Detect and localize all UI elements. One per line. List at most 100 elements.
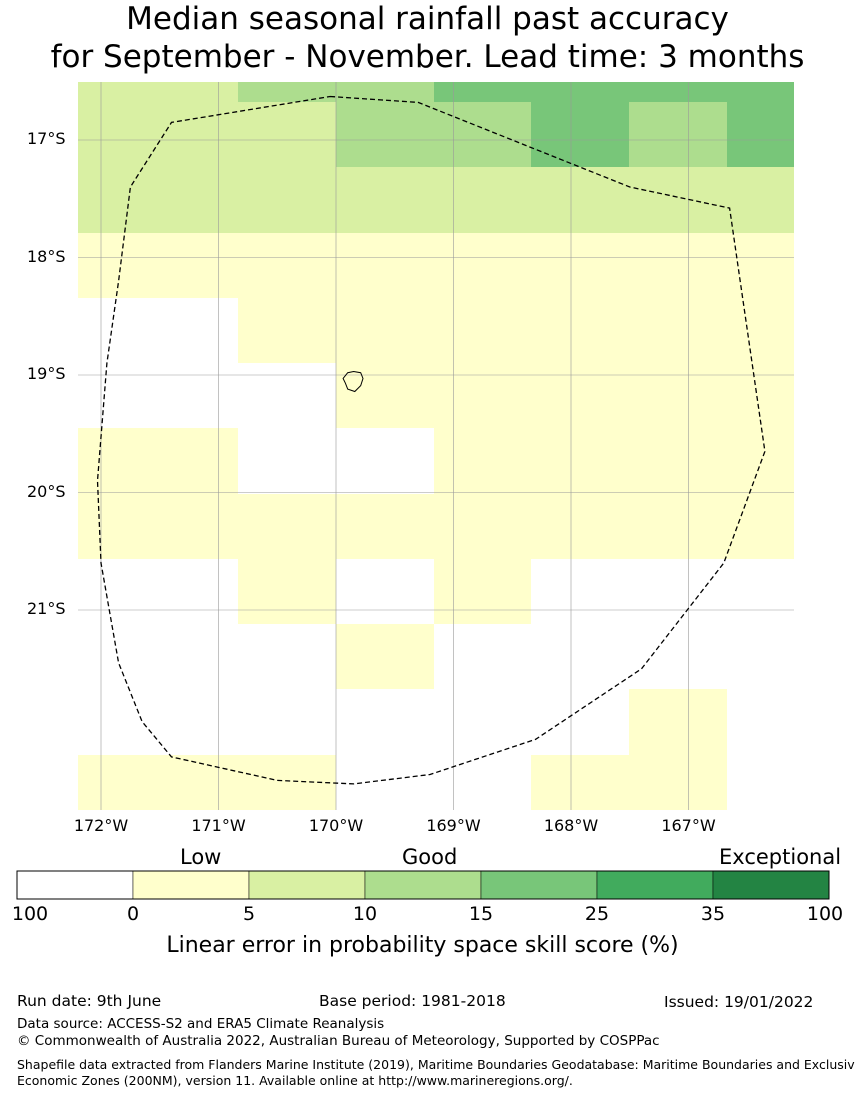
base-period: Base period: 1981-2018 bbox=[319, 992, 506, 1010]
skill-cell bbox=[78, 82, 140, 102]
colorbar-swatch bbox=[364, 870, 482, 900]
skill-cell bbox=[629, 233, 727, 298]
skill-cell bbox=[727, 233, 794, 298]
longitude-label: 171°W bbox=[191, 816, 246, 835]
longitude-label: 169°W bbox=[426, 816, 481, 835]
colorbar-tick-label: 15 bbox=[468, 903, 494, 925]
colorbar-tick-label: 0 bbox=[126, 903, 140, 925]
skill-cell bbox=[336, 233, 434, 298]
island-outline bbox=[342, 370, 364, 393]
skill-cells bbox=[78, 82, 794, 810]
skill-cell bbox=[336, 102, 434, 167]
skill-cell bbox=[434, 363, 531, 428]
skill-cell bbox=[629, 689, 727, 755]
latitude-label: 17°S bbox=[27, 129, 66, 148]
skill-cell bbox=[336, 82, 434, 102]
skill-cell bbox=[336, 494, 434, 559]
colorbar-category-good: Good bbox=[402, 845, 458, 869]
skill-cell bbox=[531, 82, 629, 102]
colorbar-swatch bbox=[596, 870, 714, 900]
skill-cell bbox=[531, 363, 629, 428]
title-line-1: Median seasonal rainfall past accuracy bbox=[126, 1, 729, 37]
latitude-label: 21°S bbox=[27, 599, 66, 618]
skill-cell bbox=[238, 494, 336, 559]
skill-cell bbox=[78, 167, 238, 233]
shapefile-credit-1: Shapefile data extracted from Flanders M… bbox=[17, 1057, 855, 1072]
skill-cell bbox=[78, 233, 238, 298]
skill-cell bbox=[434, 428, 531, 494]
skill-cell bbox=[531, 233, 629, 298]
latitude-label: 18°S bbox=[27, 246, 66, 266]
colorbar-tick-label: 100 bbox=[11, 903, 49, 925]
data-source: Data source: ACCESS-S2 and ERA5 Climate … bbox=[17, 1016, 385, 1032]
niue-island-outline bbox=[342, 370, 364, 393]
colorbar-tick-label: 25 bbox=[584, 903, 610, 925]
colorbar-swatch bbox=[248, 870, 366, 900]
skill-cell bbox=[336, 363, 434, 428]
eez-boundary bbox=[96, 95, 766, 785]
skill-cell bbox=[78, 428, 238, 494]
colorbar-label: Linear error in probability space skill … bbox=[166, 933, 679, 958]
latitude-label: 20°S bbox=[27, 481, 66, 501]
skill-cell bbox=[238, 82, 336, 102]
skill-cell bbox=[531, 298, 629, 363]
colorbar-category-low: Low bbox=[180, 845, 222, 869]
longitude-label: 170°W bbox=[308, 816, 364, 835]
skill-cell bbox=[629, 494, 727, 559]
skill-cell bbox=[727, 494, 794, 559]
colorbar-swatch bbox=[16, 870, 134, 900]
skill-cell bbox=[336, 167, 434, 233]
map-title: Median seasonal rainfall past accuracy f… bbox=[0, 0, 855, 76]
skill-cell bbox=[727, 82, 794, 102]
colorbar-tick-label: 35 bbox=[700, 903, 726, 925]
longitude-label: 168°W bbox=[543, 816, 599, 835]
skill-cell bbox=[238, 167, 336, 233]
skill-cell bbox=[434, 102, 531, 167]
colorbar-outline bbox=[16, 870, 830, 900]
skill-cell bbox=[238, 298, 336, 363]
skill-cell bbox=[629, 363, 727, 428]
colorbar-swatch bbox=[132, 870, 250, 900]
colorbar-tick-label: 10 bbox=[352, 903, 378, 925]
skill-cell bbox=[629, 82, 727, 102]
skill-cell bbox=[78, 494, 238, 559]
skill-cell bbox=[629, 298, 727, 363]
colorbar-tick-label: 100 bbox=[806, 903, 844, 925]
skill-cell bbox=[238, 102, 336, 167]
skill-cell bbox=[78, 755, 238, 810]
skill-cell bbox=[531, 755, 629, 810]
skill-cell bbox=[629, 755, 727, 810]
colorbar-tick-label: 5 bbox=[242, 903, 256, 925]
skill-cell bbox=[434, 167, 531, 233]
colorbar-category-exceptional: Exceptional bbox=[719, 845, 842, 869]
skill-cell bbox=[434, 298, 531, 363]
colorbar bbox=[16, 870, 830, 900]
skill-cell bbox=[727, 167, 794, 233]
longitude-label: 172°W bbox=[73, 816, 129, 835]
skill-cell bbox=[629, 428, 727, 494]
skill-cell bbox=[727, 428, 794, 494]
longitude-label: 167°W bbox=[661, 816, 716, 835]
skill-cell bbox=[531, 494, 629, 559]
eez-boundary-line bbox=[96, 95, 766, 785]
skill-cell bbox=[238, 559, 336, 624]
skill-cell bbox=[531, 102, 629, 167]
skill-cell bbox=[336, 298, 434, 363]
skill-cell bbox=[238, 233, 336, 298]
skill-cell bbox=[531, 428, 629, 494]
skill-cell bbox=[727, 102, 794, 167]
copyright: © Commonwealth of Australia 2022, Austra… bbox=[17, 1033, 660, 1049]
latitude-label: 19°S bbox=[27, 364, 66, 383]
skill-cell bbox=[629, 102, 727, 167]
skill-cell bbox=[336, 624, 434, 689]
skill-cell bbox=[434, 233, 531, 298]
skill-cell bbox=[727, 298, 794, 363]
skill-cell bbox=[629, 167, 727, 233]
skill-cell bbox=[78, 102, 238, 167]
issued-date: Issued: 19/01/2022 bbox=[664, 993, 814, 1011]
skill-cell bbox=[434, 559, 531, 624]
run-date: Run date: 9th June bbox=[17, 992, 162, 1010]
graticule bbox=[78, 82, 794, 810]
shapefile-credit-2: Economic Zones (200NM), version 11. Avai… bbox=[17, 1073, 573, 1088]
